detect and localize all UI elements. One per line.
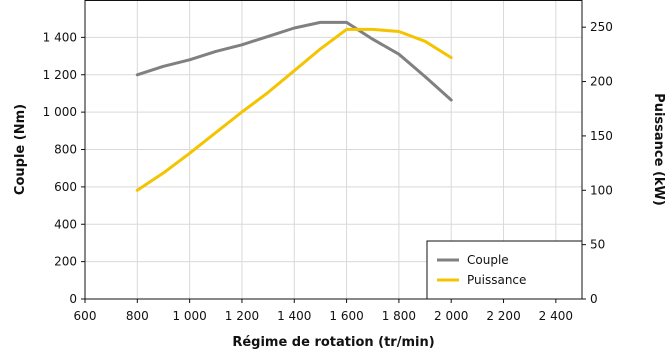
x-tick-label: 600 <box>74 309 97 323</box>
x-tick-label: 1 000 <box>172 309 206 323</box>
right-axis-title: Puissance (kW) <box>651 93 666 206</box>
left-tick-label: 800 <box>54 143 77 157</box>
legend: Couple Puissance <box>426 240 583 300</box>
left-tick-label: 1 200 <box>43 68 77 82</box>
right-tick-label: 150 <box>590 129 613 143</box>
left-tick-label: 600 <box>54 180 77 194</box>
x-tick-label: 1 800 <box>382 309 416 323</box>
x-tick-label: 2 000 <box>434 309 468 323</box>
right-tick-label: 100 <box>590 183 613 197</box>
left-tick-label: 0 <box>69 292 77 306</box>
right-axis-ticks: 0 50 100 150 200 250 <box>582 20 613 306</box>
right-tick-label: 0 <box>590 292 598 306</box>
right-tick-label: 200 <box>590 75 613 89</box>
right-tick-label: 250 <box>590 20 613 34</box>
right-tick-label: 50 <box>590 238 605 252</box>
x-axis-title: Régime de rotation (tr/min) <box>232 335 434 350</box>
x-tick-label: 800 <box>126 309 149 323</box>
series-line-puissance <box>135 27 453 192</box>
left-tick-label: 1 000 <box>43 105 77 119</box>
x-tick-label: 1 400 <box>277 309 311 323</box>
x-tick-label: 2 200 <box>486 309 520 323</box>
left-tick-label: 1 400 <box>43 30 77 44</box>
legend-label-couple: Couple <box>467 253 509 267</box>
x-tick-label: 1 600 <box>329 309 363 323</box>
series-line-couple <box>135 20 453 102</box>
series-lines <box>135 20 453 192</box>
left-axis-ticks: 0 200 400 600 800 1 000 1 200 1 400 <box>43 30 85 306</box>
left-tick-label: 200 <box>54 255 77 269</box>
x-tick-label: 2 400 <box>539 309 573 323</box>
left-tick-label: 400 <box>54 217 77 231</box>
left-axis-title: Couple (Nm) <box>13 104 28 195</box>
x-tick-label: 1 200 <box>225 309 259 323</box>
legend-label-puissance: Puissance <box>467 273 526 287</box>
legend-box <box>426 240 583 300</box>
x-axis-ticks: 600 800 1 000 1 200 1 400 1 600 1 800 2 000 2 20… <box>74 299 573 323</box>
